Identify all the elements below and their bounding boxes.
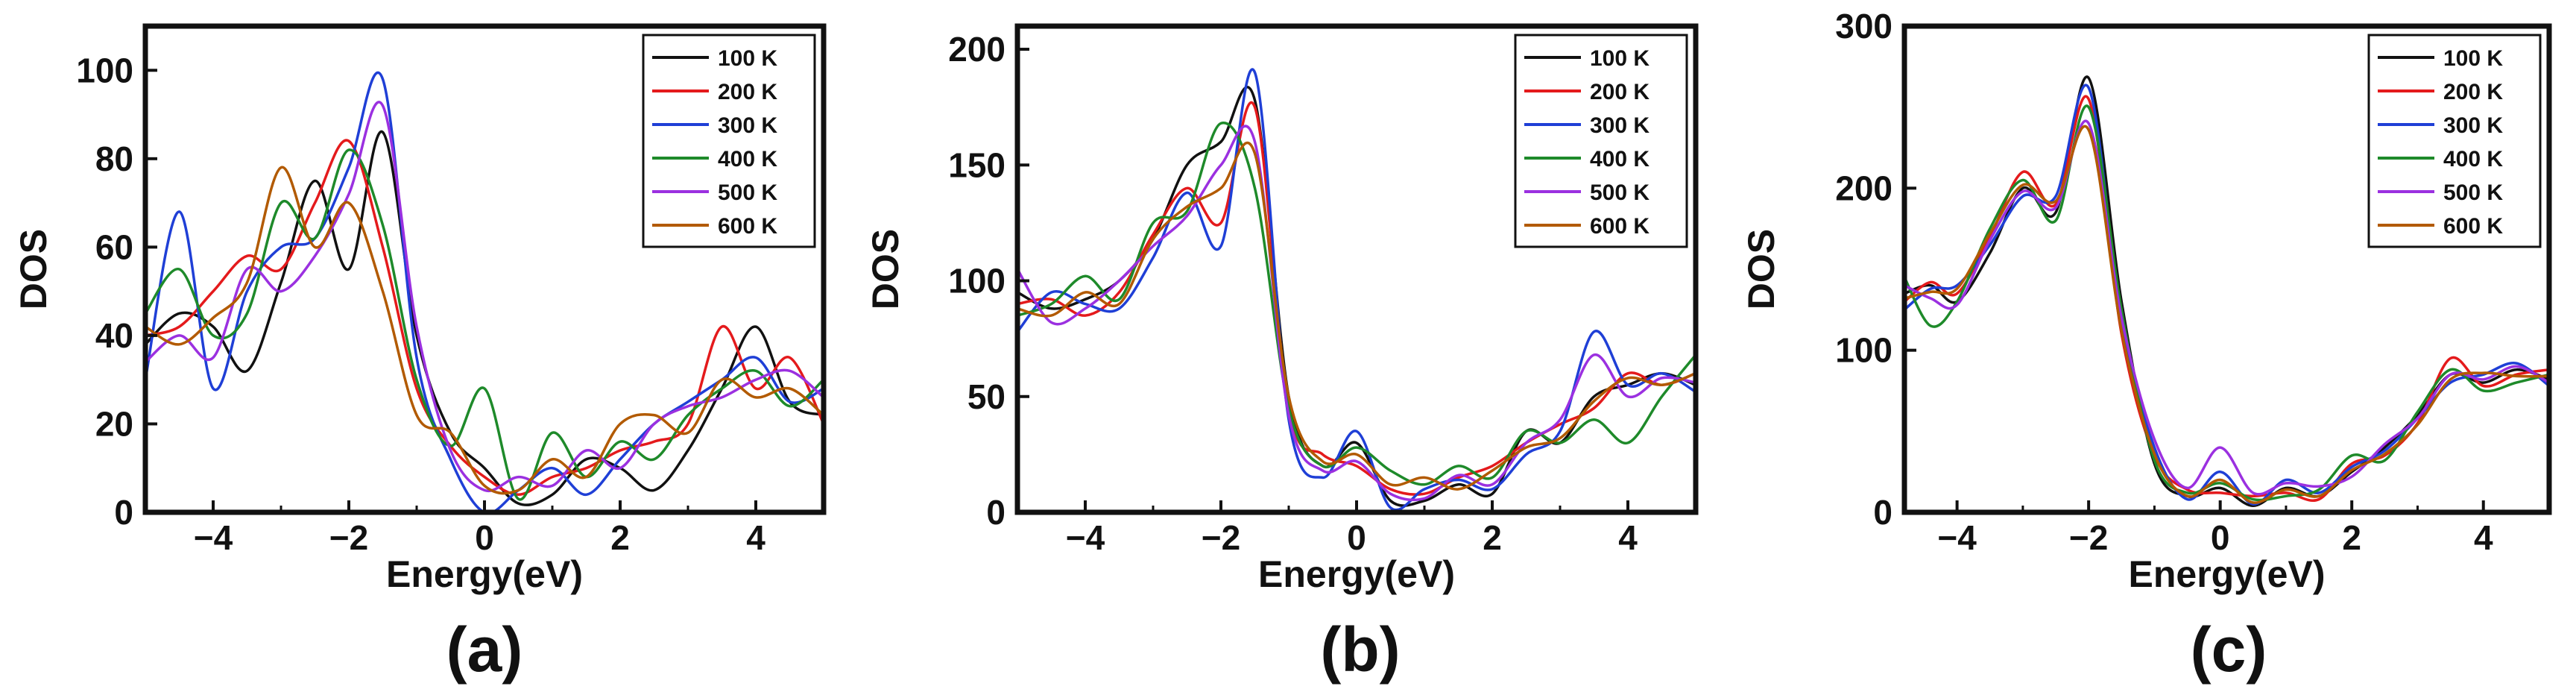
x-tick-label: 0 bbox=[1347, 518, 1366, 557]
x-tick-label: −2 bbox=[329, 518, 368, 557]
legend-label: 100 K bbox=[1590, 46, 1650, 71]
y-tick-label: 150 bbox=[948, 145, 1006, 184]
legend-label: 300 K bbox=[1590, 113, 1650, 138]
chart-panel-3: −4 −2 0 2 4 0 100 200 300 Energy(eV) DOS (c) 100 K 20… bbox=[1740, 7, 2552, 685]
panel-label: (c) bbox=[2191, 614, 2267, 685]
x-tick-label: 0 bbox=[475, 518, 494, 557]
series-line-300k bbox=[145, 71, 824, 512]
legend-label: 400 K bbox=[718, 147, 777, 172]
legend-label: 100 K bbox=[2443, 46, 2503, 71]
x-tick-label: 4 bbox=[2474, 518, 2493, 557]
x-axis-label: Energy(eV) bbox=[1258, 553, 1455, 595]
y-tick-label: 100 bbox=[948, 262, 1006, 301]
y-tick-label: 200 bbox=[948, 30, 1006, 69]
x-axis-label: Energy(eV) bbox=[386, 553, 583, 595]
series-line-400k bbox=[1904, 104, 2549, 502]
y-tick-label: 80 bbox=[95, 139, 133, 178]
plot-frame bbox=[1901, 23, 2552, 515]
legend: 100 K 200 K 300 K 400 K 500 K 600 K bbox=[2367, 34, 2542, 248]
x-tick-label: 4 bbox=[1618, 518, 1638, 557]
legend-label: 100 K bbox=[718, 46, 777, 71]
legend-label: 200 K bbox=[718, 80, 777, 104]
x-tick-label: −4 bbox=[194, 518, 233, 557]
panel-label: (b) bbox=[1320, 614, 1400, 685]
y-tick-label: 100 bbox=[76, 51, 133, 89]
y-tick-label: 200 bbox=[1835, 169, 1892, 207]
y-axis-label: DOS bbox=[13, 229, 54, 309]
legend: 100 K 200 K 300 K 400 K 500 K 600 K bbox=[1514, 34, 1688, 248]
legend-box bbox=[2367, 34, 2542, 248]
legend-label: 400 K bbox=[2443, 147, 2503, 172]
x-axis-label: Energy(eV) bbox=[2129, 553, 2326, 595]
y-tick-label: 40 bbox=[95, 316, 133, 355]
legend-label: 600 K bbox=[2443, 214, 2503, 239]
legend-box bbox=[1514, 34, 1688, 248]
legend-label: 600 K bbox=[718, 214, 777, 239]
legend-label: 500 K bbox=[1590, 180, 1650, 205]
legend-label: 300 K bbox=[2443, 113, 2503, 138]
legend-label: 600 K bbox=[1590, 214, 1650, 239]
y-tick-label: 50 bbox=[967, 377, 1006, 416]
legend-box bbox=[642, 34, 816, 248]
y-tick-label: 60 bbox=[95, 227, 133, 266]
x-tick-label: 2 bbox=[610, 518, 630, 557]
legend-label: 500 K bbox=[2443, 180, 2503, 205]
y-tick-label: 20 bbox=[95, 404, 133, 443]
x-tick-label: 4 bbox=[746, 518, 765, 557]
chart-panel-2: −4 −2 0 2 4 0 50 100 150 200 Energy(eV) DOS (b) 100 K… bbox=[865, 23, 1699, 685]
x-tick-label: 2 bbox=[2342, 518, 2361, 557]
legend-label: 200 K bbox=[2443, 80, 2503, 104]
x-tick-label: −4 bbox=[1937, 518, 1977, 557]
legend: 100 K 200 K 300 K 400 K 500 K 600 K bbox=[642, 34, 816, 248]
legend-label: 200 K bbox=[1590, 80, 1650, 104]
y-axis-label: DOS bbox=[1740, 229, 1782, 309]
y-tick-label: 0 bbox=[114, 493, 133, 532]
series-line-600k bbox=[145, 166, 824, 495]
series-line-400k bbox=[1017, 122, 1696, 486]
y-tick-label: 0 bbox=[986, 493, 1006, 532]
series-line-500k bbox=[1017, 125, 1696, 502]
x-tick-label: −2 bbox=[2069, 518, 2108, 557]
legend-label: 500 K bbox=[718, 180, 777, 205]
series-line-500k bbox=[1904, 119, 2549, 496]
x-tick-label: −2 bbox=[1202, 518, 1240, 557]
y-tick-label: 100 bbox=[1835, 331, 1892, 370]
y-tick-label: 300 bbox=[1835, 7, 1892, 45]
series-line-600k bbox=[1904, 125, 2549, 504]
legend-label: 300 K bbox=[718, 113, 777, 138]
series-line-600k bbox=[1017, 141, 1696, 491]
y-axis-label: DOS bbox=[865, 229, 906, 309]
panel-label: (a) bbox=[446, 614, 523, 685]
x-tick-label: 0 bbox=[2211, 518, 2230, 557]
x-tick-label: −4 bbox=[1066, 518, 1105, 557]
legend-label: 400 K bbox=[1590, 147, 1650, 172]
x-tick-label: 2 bbox=[1483, 518, 1502, 557]
y-tick-label: 0 bbox=[1873, 493, 1892, 532]
series-line-100k bbox=[145, 130, 824, 506]
